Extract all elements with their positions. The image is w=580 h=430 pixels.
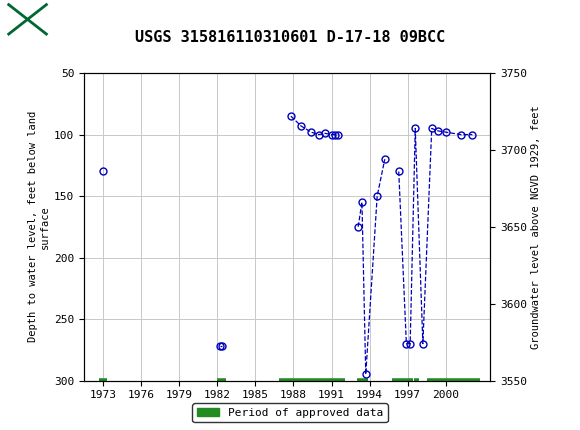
Text: USGS: USGS	[52, 12, 99, 27]
Y-axis label: Groundwater level above NGVD 1929, feet: Groundwater level above NGVD 1929, feet	[531, 105, 541, 349]
FancyBboxPatch shape	[9, 5, 46, 34]
Y-axis label: Depth to water level, feet below land
surface: Depth to water level, feet below land su…	[28, 111, 50, 342]
Legend: Period of approved data: Period of approved data	[193, 403, 387, 422]
Text: USGS 315816110310601 D-17-18 09BCC: USGS 315816110310601 D-17-18 09BCC	[135, 30, 445, 45]
